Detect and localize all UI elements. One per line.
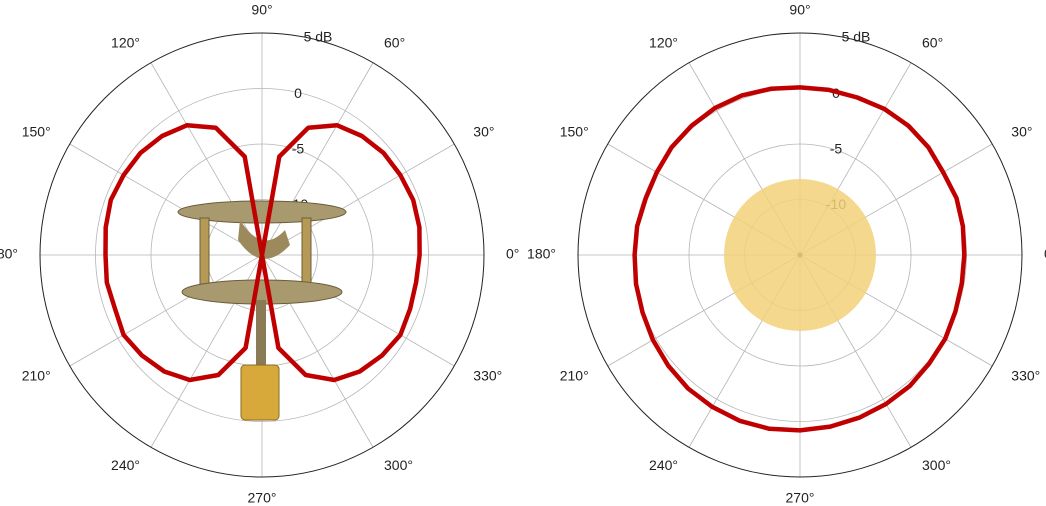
theta-tick-label: 60°	[384, 34, 405, 50]
theta-tick-label: 180°	[527, 246, 556, 262]
theta-tick-label: 90°	[789, 2, 810, 18]
theta-tick-label: 240°	[649, 457, 678, 473]
antenna-photo	[177, 200, 347, 421]
ring	[577, 32, 1023, 478]
theta-tick-label: 270°	[248, 490, 277, 506]
theta-tick-label: 240°	[111, 457, 140, 473]
pattern-line	[632, 85, 967, 433]
polar-chart: 0° 30° 60° 90° 120° 150° 180° 210° 240° 270° 300° 3…	[0, 2, 519, 506]
theta-tick-label: 60°	[922, 34, 943, 50]
theta-tick-label: 150°	[22, 124, 51, 140]
theta-tick-label: 300°	[384, 457, 413, 473]
theta-tick-label: 0°	[1044, 246, 1046, 262]
r-tick-label: 0	[294, 85, 302, 101]
r-tick-label: -5	[830, 141, 843, 157]
theta-tick-label: 90°	[251, 2, 272, 18]
theta-tick-label: 300°	[922, 457, 951, 473]
theta-tick-label: 210°	[560, 368, 589, 384]
pattern-line	[103, 122, 422, 383]
theta-tick-label: 0°	[506, 246, 519, 262]
r-tick-label: 5 dB	[304, 29, 333, 45]
theta-tick-label: 210°	[22, 368, 51, 384]
theta-tick-label: 30°	[1011, 124, 1032, 140]
disc	[724, 179, 876, 331]
theta-tick-label: 330°	[1011, 368, 1040, 384]
ring	[95, 88, 429, 422]
ring	[39, 32, 485, 478]
polar-chart: 0° 30° 60° 90° 120° 150° 180° 210° 240° 270° 300° 3…	[527, 2, 1046, 506]
theta-tick-label: 180°	[0, 246, 18, 262]
theta-tick-label: 150°	[560, 124, 589, 140]
theta-tick-label: 270°	[786, 490, 815, 506]
theta-tick-label: 120°	[649, 34, 678, 50]
ring	[688, 143, 912, 367]
r-tick-label: 5 dB	[842, 29, 871, 45]
theta-tick-label: 120°	[111, 34, 140, 50]
r-tick-label: -5	[292, 141, 305, 157]
theta-tick-label: 30°	[473, 124, 494, 140]
theta-tick-label: 330°	[473, 368, 502, 384]
